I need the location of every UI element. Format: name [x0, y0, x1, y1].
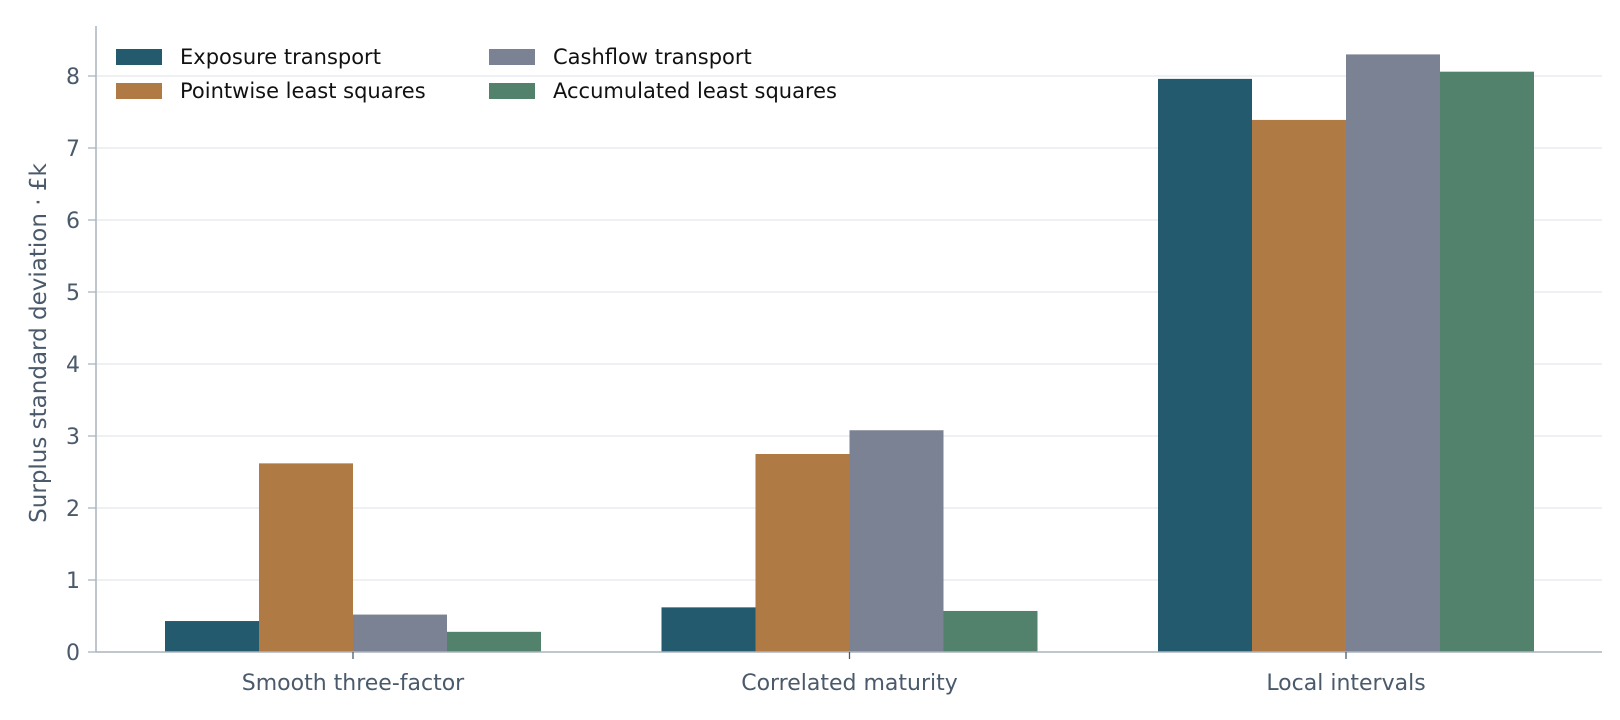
- bars: [165, 54, 1534, 653]
- y-tick-label: 3: [66, 425, 80, 450]
- y-tick-label: 0: [66, 641, 80, 666]
- x-tick-label: Local intervals: [1266, 671, 1425, 696]
- bar-accumulated-least-squares: [1440, 71, 1534, 653]
- y-tick-label: 5: [66, 281, 80, 306]
- y-tick-label: 4: [66, 353, 80, 378]
- bar-pointwise-least-squares: [1252, 119, 1346, 653]
- x-tick-label: Correlated maturity: [741, 671, 958, 696]
- bar-cashflow-transport: [1346, 54, 1440, 652]
- y-tick-label: 7: [66, 137, 80, 162]
- bar-exposure-transport: [165, 621, 259, 652]
- legend-label: Cashflow transport: [553, 45, 752, 69]
- legend-label: Accumulated least squares: [553, 79, 837, 103]
- bar-accumulated-least-squares: [447, 631, 541, 652]
- y-axis-title: Surplus standard deviation · £k: [26, 163, 52, 523]
- y-tick-label: 6: [66, 209, 80, 234]
- bar-cashflow-transport: [849, 430, 944, 652]
- legend-label: Exposure transport: [180, 45, 381, 69]
- legend-swatch: [489, 49, 535, 65]
- bar-exposure-transport: [661, 607, 756, 652]
- y-tick-labels: 0 1 2 3 4 5 6 7 8: [66, 65, 96, 666]
- x-tick-labels: Smooth three-factor Correlated maturity Lo…: [242, 652, 1426, 696]
- legend-swatch: [116, 49, 162, 65]
- bar-pointwise-least-squares: [755, 454, 850, 652]
- bar-accumulated-least-squares: [943, 610, 1038, 652]
- legend: Exposure transport Pointwise least square…: [116, 45, 837, 103]
- bar-exposure-transport: [1158, 78, 1252, 652]
- y-tick-label: 8: [66, 65, 80, 90]
- legend-swatch: [489, 83, 535, 99]
- bar-cashflow-transport: [353, 614, 447, 652]
- bar-pointwise-least-squares: [259, 463, 353, 652]
- x-tick-label: Smooth three-factor: [242, 671, 465, 696]
- legend-swatch: [116, 83, 162, 99]
- legend-label: Pointwise least squares: [180, 79, 426, 103]
- y-tick-label: 1: [66, 569, 80, 594]
- y-tick-label: 2: [66, 497, 80, 522]
